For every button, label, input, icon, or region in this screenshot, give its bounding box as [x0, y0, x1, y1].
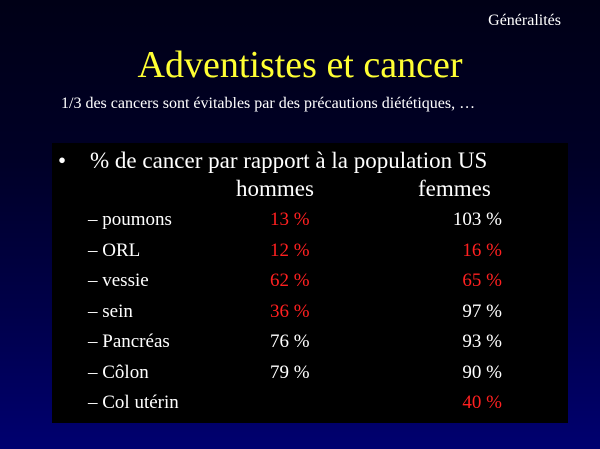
men-value: 13 % [270, 209, 310, 230]
table-row: – ORL 12 % 16 % [52, 239, 568, 270]
row-label: – sein [88, 300, 133, 322]
table-row: – Col utérin 40 % [52, 391, 568, 422]
men-value: 76 % [270, 331, 310, 352]
row-label: – ORL [88, 239, 141, 261]
slide-subtitle: 1/3 des cancers sont évitables par des p… [61, 95, 476, 112]
table-row: – Pancréas 76 % 93 % [52, 330, 568, 361]
bullet-icon: • [58, 148, 67, 173]
men-value: 12 % [270, 239, 310, 261]
column-header-women: femmes [418, 176, 491, 201]
table-row: – Côlon 79 % 90 % [52, 361, 568, 392]
data-panel: • % de cancer par rapport à la populatio… [52, 143, 568, 423]
men-value: 62 % [270, 270, 310, 291]
table-rows: – poumons 13 % 103 % – ORL 12 % 16 % – v… [52, 208, 568, 422]
slide-title: Adventistes et cancer [137, 44, 463, 86]
table-heading: % de cancer par rapport à la population … [90, 148, 488, 173]
men-value: 36 % [270, 300, 310, 322]
men-value: 79 % [270, 361, 310, 383]
women-value: 93 % [462, 331, 502, 352]
women-value: 103 % [452, 209, 502, 230]
women-value: 40 % [462, 392, 502, 413]
column-header-men: hommes [236, 176, 314, 201]
table-row: – vessie 62 % 65 % [52, 269, 568, 300]
women-value: 65 % [462, 270, 502, 291]
women-value: 16 % [462, 239, 502, 261]
row-label: – poumons [88, 209, 172, 230]
row-label: – Pancréas [88, 331, 170, 352]
section-label: Généralités [488, 12, 561, 29]
row-label: – vessie [88, 270, 149, 291]
table-row: – poumons 13 % 103 % [52, 208, 568, 239]
row-label: – Col utérin [88, 392, 179, 413]
women-value: 90 % [462, 361, 502, 383]
row-label: – Côlon [88, 361, 149, 383]
women-value: 97 % [462, 300, 502, 322]
table-row: – sein 36 % 97 % [52, 300, 568, 331]
